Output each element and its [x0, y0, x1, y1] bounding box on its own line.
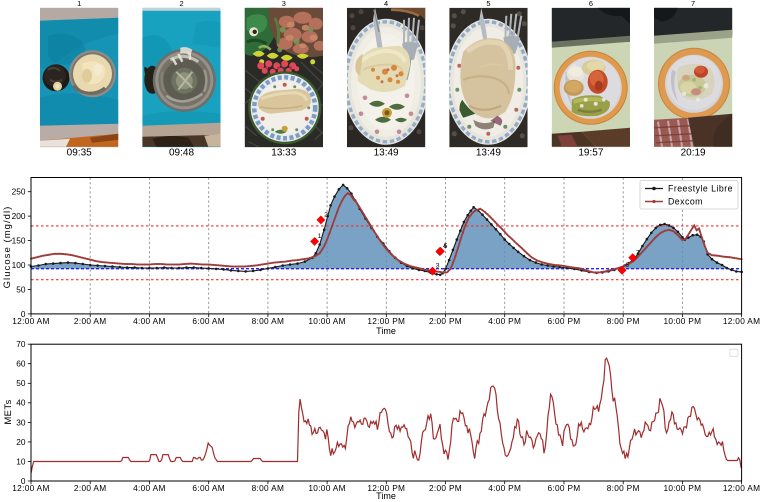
svg-text:6:00 PM: 6:00 PM [548, 483, 581, 493]
svg-text:7: 7 [691, 0, 695, 8]
svg-text:10:00 PM: 10:00 PM [663, 316, 701, 326]
svg-text:20:19: 20:19 [681, 148, 706, 159]
svg-text:4:00 AM: 4:00 AM [133, 316, 166, 326]
svg-text:19:57: 19:57 [578, 148, 603, 159]
svg-text:12:00 AM: 12:00 AM [12, 483, 49, 493]
svg-text:6:00 AM: 6:00 AM [192, 483, 225, 493]
svg-text:20: 20 [16, 437, 26, 447]
svg-text:1: 1 [77, 0, 81, 8]
svg-text:0: 0 [21, 309, 26, 319]
svg-text:4: 4 [443, 243, 447, 250]
svg-text:4:00 PM: 4:00 PM [488, 316, 521, 326]
svg-text:2:00 PM: 2:00 PM [429, 316, 462, 326]
svg-text:70: 70 [16, 339, 26, 349]
svg-text:0: 0 [21, 476, 26, 486]
svg-text:3: 3 [436, 263, 440, 270]
svg-text:200: 200 [12, 211, 26, 221]
svg-text:8:00 AM: 8:00 AM [252, 316, 285, 326]
svg-text:12:00 AM: 12:00 AM [723, 483, 760, 493]
svg-text:40: 40 [16, 398, 26, 408]
svg-text:2: 2 [324, 212, 328, 219]
svg-text:60: 60 [16, 359, 26, 369]
svg-text:10:00 AM: 10:00 AM [308, 483, 345, 493]
svg-text:10: 10 [16, 456, 26, 466]
svg-text:12:00 PM: 12:00 PM [367, 483, 405, 493]
svg-text:13:49: 13:49 [374, 148, 399, 159]
svg-text:250: 250 [12, 187, 26, 197]
svg-text:4:00 AM: 4:00 AM [133, 483, 166, 493]
svg-text:10:00 PM: 10:00 PM [663, 483, 701, 493]
svg-text:5: 5 [444, 243, 448, 250]
svg-text:50: 50 [16, 284, 26, 294]
svg-text:2:00 AM: 2:00 AM [74, 483, 107, 493]
svg-text:6: 6 [589, 0, 593, 8]
svg-text:12:00 AM: 12:00 AM [723, 316, 760, 326]
svg-text:2:00 AM: 2:00 AM [74, 316, 107, 326]
svg-text:4:00 PM: 4:00 PM [488, 483, 521, 493]
svg-text:Dexcom: Dexcom [668, 197, 703, 207]
svg-text:1: 1 [318, 233, 322, 240]
svg-text:3: 3 [282, 0, 286, 8]
svg-text:4: 4 [384, 0, 388, 8]
svg-text:12:00 AM: 12:00 AM [12, 316, 49, 326]
svg-text:METs: METs [3, 399, 14, 424]
svg-text:30: 30 [16, 417, 26, 427]
svg-text:5: 5 [486, 0, 490, 8]
svg-text:Freestyle Libre: Freestyle Libre [668, 184, 733, 194]
svg-text:2:00 PM: 2:00 PM [429, 483, 462, 493]
svg-text:2: 2 [179, 0, 183, 8]
svg-text:6:00 PM: 6:00 PM [548, 316, 581, 326]
svg-text:09:48: 09:48 [169, 148, 194, 159]
svg-text:8:00 PM: 8:00 PM [607, 316, 640, 326]
svg-text:13:49: 13:49 [476, 148, 501, 159]
svg-text:10:00 AM: 10:00 AM [308, 316, 345, 326]
svg-text:Time: Time [376, 326, 396, 336]
svg-text:6:00 AM: 6:00 AM [192, 316, 225, 326]
svg-text:Glucose (mg/dl): Glucose (mg/dl) [2, 206, 13, 289]
svg-text:09:35: 09:35 [67, 148, 92, 159]
svg-text:6: 6 [625, 262, 629, 269]
svg-text:8:00 PM: 8:00 PM [607, 483, 640, 493]
svg-text:150: 150 [12, 236, 26, 246]
svg-text:13:33: 13:33 [271, 148, 296, 159]
svg-text:100: 100 [12, 260, 26, 270]
svg-text:12:00 PM: 12:00 PM [367, 316, 405, 326]
svg-text:50: 50 [16, 378, 26, 388]
svg-text:8:00 AM: 8:00 AM [252, 483, 285, 493]
svg-text:Time: Time [376, 491, 396, 501]
svg-text:7: 7 [636, 249, 640, 256]
